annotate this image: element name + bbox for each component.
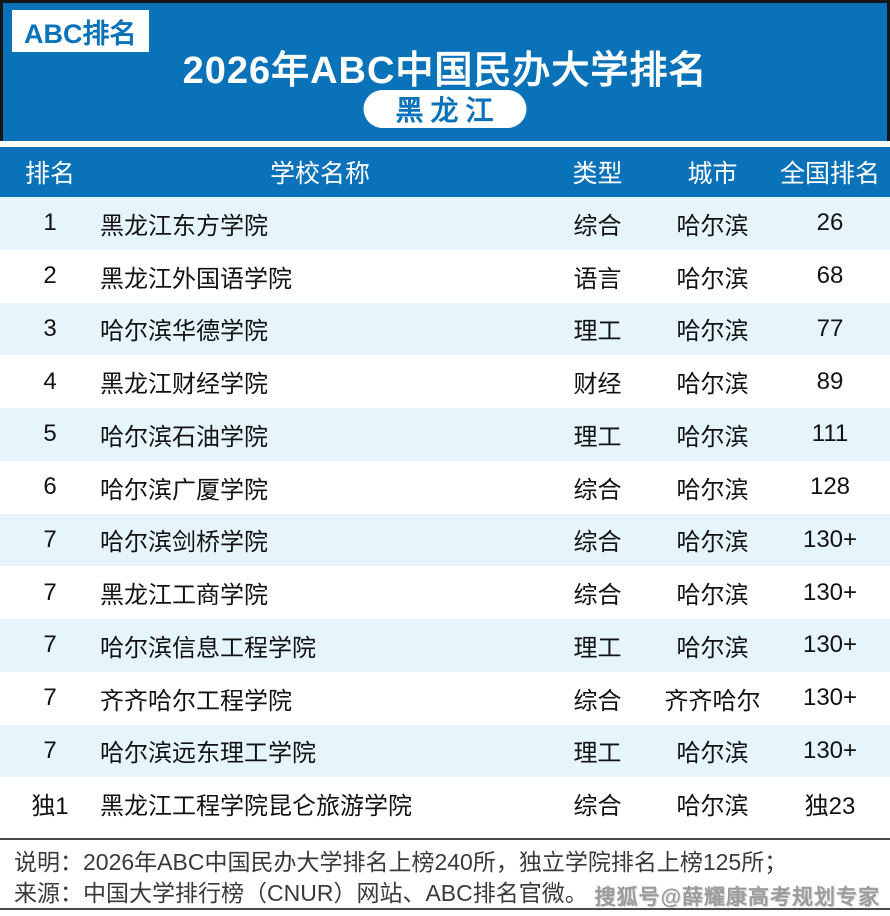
- cell-school-name: 哈尔滨广厦学院: [100, 476, 268, 504]
- table-row: 7 哈尔滨信息工程学院 理工 哈尔滨 130+: [0, 619, 890, 672]
- cell-type: 综合: [573, 582, 622, 610]
- cell-school-name: 哈尔滨远东理工学院: [100, 740, 316, 768]
- cell-school-name: 齐齐哈尔工程学院: [100, 687, 292, 715]
- cell-city: 哈尔滨: [676, 212, 749, 240]
- cell-national-rank: 26: [816, 209, 844, 237]
- column-header-type: 类型: [572, 160, 623, 188]
- cell-city: 哈尔滨: [676, 265, 749, 293]
- cell-school-name: 黑龙江外国语学院: [100, 265, 292, 293]
- cell-city: 哈尔滨: [676, 529, 749, 557]
- cell-city: 哈尔滨: [676, 423, 749, 451]
- cell-national-rank: 独23: [804, 793, 856, 821]
- cell-type: 综合: [573, 793, 622, 821]
- cell-national-rank: 130+: [802, 736, 858, 764]
- table-row: 7 哈尔滨剑桥学院 综合 哈尔滨 130+: [0, 513, 890, 567]
- table-row: 4 黑龙江财经学院 财经 哈尔滨 89: [0, 355, 890, 408]
- abc-ranking-badge: ABC排名: [12, 10, 149, 52]
- table-row: 7 齐齐哈尔工程学院 综合 齐齐哈尔 130+: [0, 671, 890, 725]
- cell-city: 哈尔滨: [676, 793, 749, 821]
- cell-national-rank: 128: [809, 473, 851, 501]
- cell-school-name: 哈尔滨信息工程学院: [100, 634, 316, 662]
- cell-school-name: 黑龙江工商学院: [100, 582, 268, 610]
- cell-national-rank: 130+: [802, 631, 858, 659]
- cell-rank: 5: [43, 420, 57, 448]
- sohu-watermark: 搜狐号@薛耀康高考规划专家: [594, 886, 880, 909]
- cell-national-rank: 130+: [802, 684, 858, 712]
- cell-school-name: 哈尔滨石油学院: [100, 423, 268, 451]
- cell-city: 哈尔滨: [676, 740, 749, 768]
- table-header-row: 排名 学校名称 类型 城市 全国排名: [0, 147, 890, 197]
- page-title: 2026年ABC中国民办大学排名: [182, 50, 708, 92]
- cell-national-rank: 68: [816, 262, 844, 290]
- cell-rank: 独1: [31, 793, 69, 821]
- cell-city: 齐齐哈尔: [664, 687, 761, 715]
- cell-type: 语言: [573, 265, 622, 293]
- cell-type: 综合: [573, 687, 622, 715]
- cell-rank: 7: [43, 578, 57, 606]
- cell-rank: 7: [43, 525, 57, 553]
- cell-rank: 4: [43, 367, 57, 395]
- cell-school-name: 黑龙江东方学院: [100, 212, 268, 240]
- cell-type: 理工: [573, 318, 622, 346]
- cell-city: 哈尔滨: [676, 582, 749, 610]
- footer: 说明：2026年ABC中国民办大学排名上榜240所，独立学院排名上榜125所； …: [0, 840, 890, 908]
- cell-school-name: 黑龙江工程学院昆仑旅游学院: [100, 793, 412, 821]
- column-header-city: 城市: [687, 160, 738, 188]
- column-header-school-name: 学校名称: [269, 160, 370, 188]
- cell-school-name: 黑龙江财经学院: [100, 371, 268, 399]
- table-row: 独1 黑龙江工程学院昆仑旅游学院 综合 哈尔滨 独23: [0, 777, 890, 830]
- cell-rank: 1: [43, 209, 57, 237]
- cell-school-name: 哈尔滨剑桥学院: [100, 529, 268, 557]
- cell-school-name: 哈尔滨华德学院: [100, 318, 268, 346]
- table-row: 3 哈尔滨华德学院 理工 哈尔滨 77: [0, 302, 890, 356]
- cell-type: 理工: [573, 634, 622, 662]
- cell-city: 哈尔滨: [676, 476, 749, 504]
- cell-city: 哈尔滨: [676, 634, 749, 662]
- cell-type: 理工: [573, 423, 622, 451]
- cell-national-rank: 111: [811, 420, 849, 448]
- cell-national-rank: 89: [816, 367, 844, 395]
- cell-type: 理工: [573, 740, 622, 768]
- table-row: 1 黑龙江东方学院 综合 哈尔滨 26: [0, 197, 890, 250]
- banner-table-gap: [0, 141, 890, 147]
- table-row: 5 哈尔滨石油学院 理工 哈尔滨 111: [0, 408, 890, 461]
- footer-top-rule: [0, 838, 890, 840]
- banner: ABC排名 2026年ABC中国民办大学排名 黑龙江: [0, 0, 890, 141]
- cell-national-rank: 77: [816, 314, 844, 342]
- cell-national-rank: 130+: [802, 525, 858, 553]
- cell-rank: 7: [43, 684, 57, 712]
- column-header-rank: 排名: [24, 160, 75, 188]
- cell-city: 哈尔滨: [676, 318, 749, 346]
- table-row: 7 黑龙江工商学院 综合 哈尔滨 130+: [0, 566, 890, 619]
- cell-type: 综合: [573, 476, 622, 504]
- cell-rank: 3: [43, 314, 57, 342]
- footer-note: 说明：2026年ABC中国民办大学排名上榜240所，独立学院排名上榜125所；: [14, 849, 788, 875]
- cell-rank: 2: [43, 262, 57, 290]
- table-row: 6 哈尔滨广厦学院 综合 哈尔滨 128: [0, 460, 890, 514]
- cell-rank: 6: [43, 473, 57, 501]
- footer-bottom-rule: [0, 908, 890, 910]
- table-row: 2 黑龙江外国语学院 语言 哈尔滨 68: [0, 249, 890, 303]
- table-row: 7 哈尔滨远东理工学院 理工 哈尔滨 130+: [0, 724, 890, 778]
- column-header-national-rank: 全国排名: [779, 160, 880, 188]
- cell-rank: 7: [43, 736, 57, 764]
- footer-source: 来源：中国大学排行榜（CNUR）网站、ABC排名官微。: [14, 880, 588, 906]
- cell-type: 综合: [573, 529, 622, 557]
- cell-type: 财经: [573, 371, 622, 399]
- footer-spacer: [0, 830, 890, 838]
- cell-national-rank: 130+: [802, 578, 858, 606]
- cell-type: 综合: [573, 212, 622, 240]
- region-pill: 黑龙江: [363, 90, 527, 128]
- cell-city: 哈尔滨: [676, 371, 749, 399]
- cell-rank: 7: [43, 631, 57, 659]
- table-body: 1 黑龙江东方学院 综合 哈尔滨 26 2 黑龙江外国语学院 语言 哈尔滨 68…: [0, 197, 890, 830]
